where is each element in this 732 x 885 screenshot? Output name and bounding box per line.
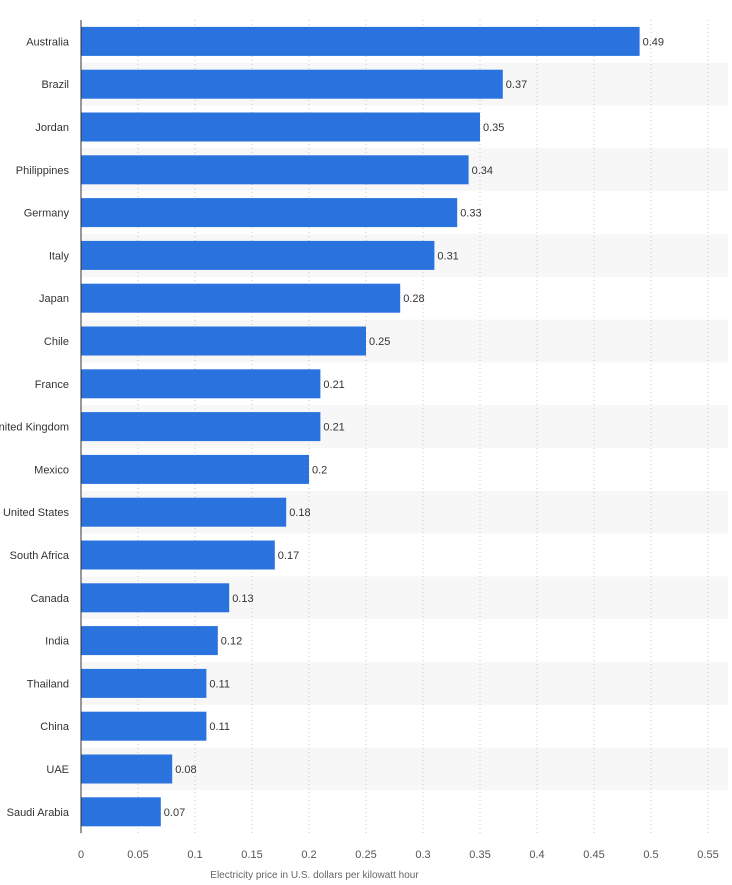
bar[interactable] bbox=[81, 583, 230, 613]
x-tick-label: 0.2 bbox=[301, 849, 316, 861]
value-label: 0.18 bbox=[289, 507, 310, 519]
category-label: India bbox=[45, 636, 70, 648]
bar[interactable] bbox=[81, 283, 401, 313]
category-label: Thailand bbox=[27, 678, 69, 690]
value-label: 0.07 bbox=[164, 807, 185, 819]
bar[interactable] bbox=[81, 454, 309, 484]
bar[interactable] bbox=[81, 711, 207, 741]
x-tick-label: 0.05 bbox=[127, 849, 148, 861]
value-label: 0.37 bbox=[506, 79, 527, 91]
x-tick-labels: 0 0.05 0.1 0.15 0.2 0.25 0.3 0.35 0.4 0.45 0.5 0.55 bbox=[78, 849, 719, 861]
value-label: 0.31 bbox=[437, 250, 458, 262]
x-axis-title: Electricity price in U.S. dollars per ki… bbox=[210, 870, 419, 880]
x-tick-label: 0.25 bbox=[355, 849, 376, 861]
value-labels: 0.49 0.37 0.35 0.34 0.33 0.31 0.28 0.25 0.21 0.21… bbox=[164, 36, 664, 818]
value-label: 0.21 bbox=[323, 422, 344, 434]
category-label: Philippines bbox=[16, 165, 70, 177]
x-tick-label: 0.15 bbox=[241, 849, 262, 861]
bar[interactable] bbox=[81, 797, 161, 827]
bar[interactable] bbox=[81, 69, 503, 99]
bar[interactable] bbox=[81, 540, 275, 570]
category-label: Canada bbox=[30, 593, 69, 605]
category-label: Germany bbox=[24, 208, 70, 220]
category-label: South Africa bbox=[10, 550, 70, 562]
value-label: 0.33 bbox=[460, 208, 481, 220]
bar[interactable] bbox=[81, 155, 469, 185]
row-band bbox=[81, 747, 728, 791]
x-tick-label: 0.35 bbox=[469, 849, 490, 861]
category-label: United Kingdom bbox=[0, 422, 69, 434]
x-tick-label: 0.45 bbox=[583, 849, 604, 861]
category-label: Chile bbox=[44, 336, 69, 348]
bar[interactable] bbox=[81, 198, 458, 228]
category-label: Brazil bbox=[41, 79, 69, 91]
category-labels: Australia Brazil Jordan Philippines Germany I… bbox=[0, 36, 70, 818]
x-tick-label: 0.3 bbox=[415, 849, 430, 861]
bar[interactable] bbox=[81, 112, 480, 142]
category-label: France bbox=[35, 379, 69, 391]
value-label: 0.35 bbox=[483, 122, 504, 134]
category-label: United States bbox=[3, 507, 70, 519]
bar[interactable] bbox=[81, 412, 321, 442]
bar[interactable] bbox=[81, 26, 640, 56]
bar[interactable] bbox=[81, 369, 321, 399]
category-label: China bbox=[40, 721, 70, 733]
bars bbox=[81, 26, 640, 827]
value-label: 0.28 bbox=[403, 293, 424, 305]
value-label: 0.49 bbox=[643, 36, 664, 48]
bar[interactable] bbox=[81, 754, 173, 784]
category-label: Japan bbox=[39, 293, 69, 305]
value-label: 0.11 bbox=[209, 721, 230, 733]
category-label: Australia bbox=[26, 36, 70, 48]
value-label: 0.12 bbox=[221, 636, 242, 648]
x-tick-label: 0.1 bbox=[187, 849, 202, 861]
category-label: UAE bbox=[46, 764, 69, 776]
bar[interactable] bbox=[81, 626, 218, 656]
bar[interactable] bbox=[81, 668, 207, 698]
value-label: 0.17 bbox=[278, 550, 299, 562]
value-label: 0.08 bbox=[175, 764, 196, 776]
x-tick-label: 0 bbox=[78, 849, 84, 861]
bar[interactable] bbox=[81, 240, 435, 270]
value-label: 0.21 bbox=[323, 379, 344, 391]
category-label: Jordan bbox=[35, 122, 69, 134]
x-tick-label: 0.4 bbox=[529, 849, 544, 861]
bar[interactable] bbox=[81, 326, 366, 356]
value-label: 0.13 bbox=[232, 593, 253, 605]
value-label: 0.2 bbox=[312, 464, 327, 476]
category-label: Mexico bbox=[34, 464, 69, 476]
value-label: 0.25 bbox=[369, 336, 390, 348]
value-label: 0.34 bbox=[472, 165, 493, 177]
bar[interactable] bbox=[81, 497, 287, 527]
x-tick-label: 0.5 bbox=[643, 849, 658, 861]
category-label: Saudi Arabia bbox=[7, 807, 70, 819]
x-tick-label: 0.55 bbox=[697, 849, 718, 861]
value-label: 0.11 bbox=[209, 678, 230, 690]
category-label: Italy bbox=[49, 250, 70, 262]
